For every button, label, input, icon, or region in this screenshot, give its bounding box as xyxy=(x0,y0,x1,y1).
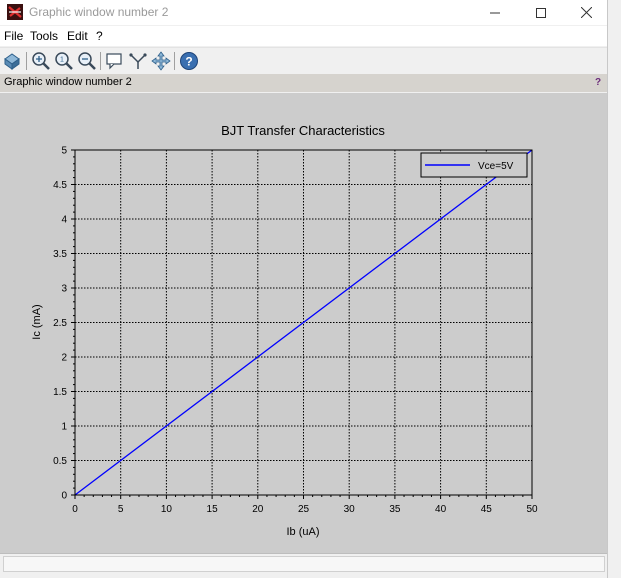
scilab-app-icon xyxy=(7,4,23,20)
chart-title: BJT Transfer Characteristics xyxy=(221,123,385,138)
toolbar-separator xyxy=(100,52,101,70)
axis-ticks: 0 5 10 15 20 25 30 35 40 45 50 0 0.5 1 1.5 2 2.5 3 3.5 4 4.5… xyxy=(53,146,538,516)
minimize-button[interactable] xyxy=(472,0,518,25)
legend-label: Vce=5V xyxy=(478,161,514,172)
y-tick-label: 3 xyxy=(61,284,67,295)
x-axis-label: Ib (uA) xyxy=(286,526,319,538)
info-help-mark[interactable]: ? xyxy=(595,77,602,88)
plot-frame xyxy=(74,149,533,496)
toolbar-separator xyxy=(174,52,175,70)
status-field xyxy=(3,556,605,572)
close-button[interactable] xyxy=(563,0,609,25)
menu-tools[interactable]: Tools xyxy=(30,29,59,43)
y-tick-label: 1.5 xyxy=(53,387,67,398)
menu-edit[interactable]: Edit xyxy=(67,29,88,43)
graphic-window: Graphic window number 2 File Tools Edit … xyxy=(0,0,608,578)
minimize-icon xyxy=(490,12,500,13)
y-tick-label: 4 xyxy=(61,215,67,226)
x-tick-label: 20 xyxy=(252,504,264,515)
series-line-vce-5v xyxy=(74,149,533,496)
y-tick-label: 5 xyxy=(61,146,67,157)
edit-icon[interactable] xyxy=(128,51,148,71)
y-tick-label: 2.5 xyxy=(53,318,67,329)
menu-bar: File Tools Edit ? xyxy=(0,26,607,46)
x-tick-label: 30 xyxy=(344,504,356,515)
x-tick-label: 40 xyxy=(435,504,447,515)
x-tick-label: 45 xyxy=(481,504,493,515)
figure-canvas[interactable]: BJT Transfer Characteristics 0 5 10 15 20 25 3… xyxy=(0,93,607,553)
chart: BJT Transfer Characteristics 0 5 10 15 20 25 3… xyxy=(31,123,538,538)
maximize-icon xyxy=(536,7,546,18)
toolbar-separator xyxy=(26,52,27,70)
y-tick-label: 0 xyxy=(61,491,67,502)
datatip-icon[interactable] xyxy=(105,51,125,71)
pan-icon[interactable] xyxy=(151,51,171,71)
y-axis-label: Ic (mA) xyxy=(31,304,43,339)
y-tick-label: 1 xyxy=(61,422,67,433)
x-tick-label: 5 xyxy=(118,504,124,515)
y-tick-label: 4.5 xyxy=(53,180,67,191)
zoom-out-icon[interactable] xyxy=(77,51,97,71)
x-tick-label: 0 xyxy=(72,504,78,515)
x-tick-label: 50 xyxy=(526,504,538,515)
title-bar[interactable]: Graphic window number 2 xyxy=(0,0,607,25)
rotate-icon[interactable] xyxy=(2,51,22,71)
info-bar: Graphic window number 2 ? xyxy=(0,74,607,92)
close-icon xyxy=(580,7,592,18)
x-tick-label: 10 xyxy=(161,504,173,515)
grid-lines xyxy=(75,150,532,495)
x-tick-label: 35 xyxy=(389,504,401,515)
info-bar-text: Graphic window number 2 xyxy=(4,76,132,88)
toolbar: 1 ? xyxy=(0,47,607,74)
zoom-in-icon[interactable] xyxy=(31,51,51,71)
help-icon[interactable]: ? xyxy=(179,51,199,71)
y-tick-label: 0.5 xyxy=(53,456,67,467)
series-lines xyxy=(74,149,533,496)
menu-help[interactable]: ? xyxy=(96,29,103,43)
maximize-button[interactable] xyxy=(518,0,564,25)
y-tick-label: 3.5 xyxy=(53,249,67,260)
legend: Vce=5V xyxy=(420,152,528,178)
y-tick-label: 2 xyxy=(61,353,67,364)
status-bar xyxy=(0,553,607,574)
menu-file[interactable]: File xyxy=(4,29,24,43)
x-tick-label: 15 xyxy=(207,504,219,515)
zoom-fit-icon[interactable]: 1 xyxy=(54,51,74,71)
window-title: Graphic window number 2 xyxy=(29,5,169,19)
svg-text:1: 1 xyxy=(60,57,64,64)
svg-text:?: ? xyxy=(185,55,192,69)
x-tick-label: 25 xyxy=(298,504,310,515)
